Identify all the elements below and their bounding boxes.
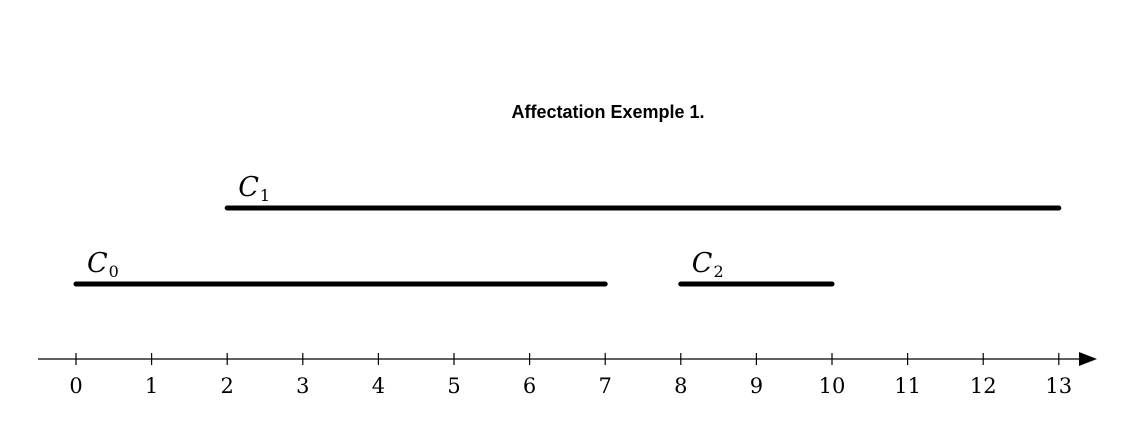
interval-label-C1: C1 (238, 172, 270, 205)
axis-tick-label: 4 (372, 374, 385, 398)
axis-tick-label: 1 (145, 374, 158, 398)
interval-label-C0: C0 (87, 248, 119, 281)
axis-tick-label: 9 (750, 374, 763, 398)
interval-label-subscript: 1 (260, 186, 270, 205)
interval-label-subscript: 2 (713, 262, 723, 281)
interval-label-letter: C (238, 172, 259, 203)
axis-tick-label: 11 (894, 374, 921, 398)
axis-tick-label: 8 (674, 374, 687, 398)
number-axis: 0 1 2 3 4 5 6 7 8 9 10 11 12 13 (38, 352, 1097, 398)
axis-tick-label: 2 (221, 374, 234, 398)
diagram-title: Affectation Exemple 1. (511, 102, 704, 122)
interval-label-subscript: 0 (109, 262, 119, 281)
axis-arrow-icon (1079, 352, 1097, 366)
interval-label-C2: C2 (692, 248, 724, 281)
axis-tick-label: 10 (819, 374, 846, 398)
axis-tick-label: 7 (599, 374, 612, 398)
axis-tick-label: 13 (1045, 374, 1072, 398)
axis-tick-label: 12 (970, 374, 997, 398)
interval-label-letter: C (692, 248, 713, 279)
interval-label-letter: C (87, 248, 108, 279)
axis-tick-label: 3 (296, 374, 309, 398)
axis-tick-label: 5 (447, 374, 460, 398)
axis-tick-label: 6 (523, 374, 536, 398)
axis-tick-label: 0 (69, 374, 82, 398)
